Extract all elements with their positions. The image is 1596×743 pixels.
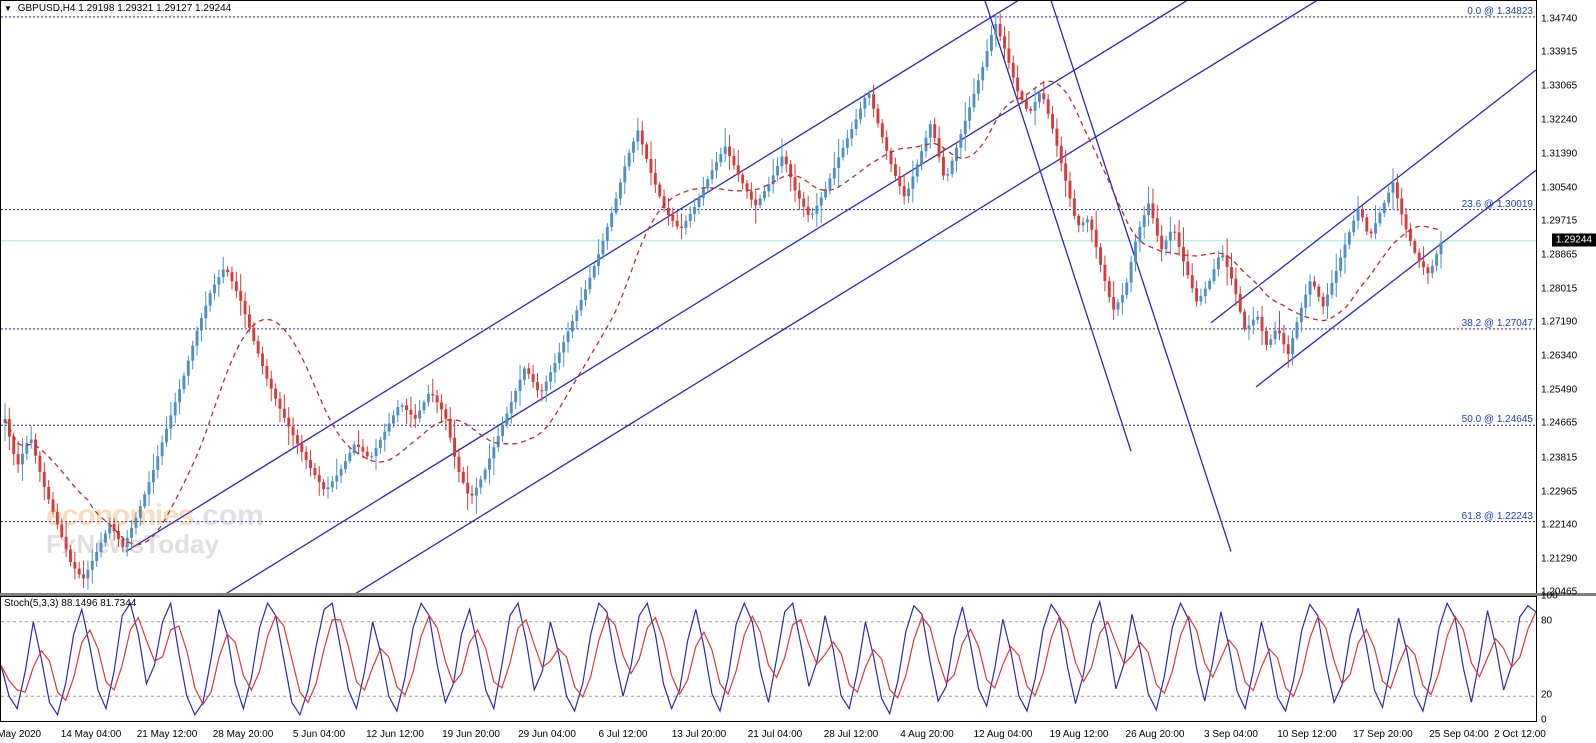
title-text: GBPUSD,H4 1.29198 1.29321 1.29127 1.2924… [18, 3, 232, 14]
x-tick: 21 May 12:00 [137, 729, 198, 740]
x-tick: 21 Jul 04:00 [748, 729, 803, 740]
y-tick: 1.33065 [1541, 81, 1577, 92]
y-tick: 1.29715 [1541, 215, 1577, 226]
y-tick: 1.25490 [1541, 385, 1577, 396]
watermark: economies.com FxNewsToday [46, 501, 264, 557]
x-tick: 2 Oct 12:00 [1494, 729, 1546, 740]
x-tick: 13 Jul 20:00 [672, 729, 727, 740]
fib-label: 38.2 @ 1.27047 [1462, 318, 1533, 329]
y-tick: 1.21290 [1541, 553, 1577, 564]
y-tick: 1.33915 [1541, 47, 1577, 58]
y-tick: 1.27190 [1541, 317, 1577, 328]
x-tick: 5 Jun 04:00 [293, 729, 345, 740]
y-tick: 1.26340 [1541, 351, 1577, 362]
stoch-chart-svg[interactable] [1, 597, 1536, 721]
price-y-axis: 1.29244 1.34740 1.33915 1.33065 1.32240 1.31… [1537, 0, 1596, 596]
x-tick: 19 Jun 20:00 [442, 729, 500, 740]
x-tick: 14 May 04:00 [61, 729, 122, 740]
fib-label: 50.0 @ 1.24645 [1462, 414, 1533, 425]
x-tick: 26 Aug 20:00 [1126, 729, 1185, 740]
stoch-y-axis: 10080200 [1537, 596, 1596, 720]
time-x-axis: 6 May 2020 14 May 04:00 21 May 12:00 28 May… [0, 723, 1596, 743]
price-panel[interactable]: ▼ GBPUSD,H4 1.29198 1.29321 1.29127 1.29… [0, 0, 1537, 594]
y-tick: 1.22965 [1541, 486, 1577, 497]
y-tick: 1.28865 [1541, 249, 1577, 260]
x-tick: 6 Jul 12:00 [599, 729, 648, 740]
x-tick: 29 Jun 04:00 [518, 729, 576, 740]
y-tick: 1.32240 [1541, 114, 1577, 125]
x-tick: 28 May 20:00 [213, 729, 274, 740]
x-tick: 12 Jun 12:00 [366, 729, 424, 740]
chart-root: ▼ GBPUSD,H4 1.29198 1.29321 1.29127 1.29… [0, 0, 1596, 743]
x-tick: 4 Aug 20:00 [900, 729, 953, 740]
x-tick: 12 Aug 04:00 [974, 729, 1033, 740]
fib-label: 23.6 @ 1.30019 [1462, 199, 1533, 210]
x-tick: 6 May 2020 [0, 729, 41, 740]
y-tick: 1.24665 [1541, 418, 1577, 429]
x-tick: 3 Sep 04:00 [1204, 729, 1258, 740]
stoch-y-tick: 20 [1541, 690, 1552, 701]
y-tick: 1.22140 [1541, 519, 1577, 530]
symbol-title: ▼ GBPUSD,H4 1.29198 1.29321 1.29127 1.29… [4, 3, 231, 14]
x-tick: 19 Aug 12:00 [1050, 729, 1109, 740]
y-tick: 1.28015 [1541, 284, 1577, 295]
stoch-y-tick: 80 [1541, 615, 1552, 626]
x-tick: 28 Jul 12:00 [824, 729, 879, 740]
fib-label: 0.0 @ 1.34823 [1467, 6, 1533, 17]
current-price-badge: 1.29244 [1552, 233, 1596, 246]
y-tick: 1.34740 [1541, 14, 1577, 25]
stoch-title: Stoch(5,3,3) 88.1496 81.7344 [4, 598, 136, 609]
fib-label: 61.8 @ 1.22243 [1462, 511, 1533, 522]
y-tick: 1.30540 [1541, 182, 1577, 193]
stochastic-panel[interactable]: Stoch(5,3,3) 88.1496 81.7344 [0, 596, 1537, 722]
x-tick: 17 Sep 20:00 [1353, 729, 1413, 740]
y-tick: 1.23815 [1541, 452, 1577, 463]
x-tick: 10 Sep 12:00 [1277, 729, 1337, 740]
y-tick: 1.31390 [1541, 148, 1577, 159]
x-tick: 25 Sep 04:00 [1429, 729, 1489, 740]
caret-down-icon: ▼ [4, 4, 12, 13]
stoch-y-tick: 100 [1541, 591, 1558, 602]
